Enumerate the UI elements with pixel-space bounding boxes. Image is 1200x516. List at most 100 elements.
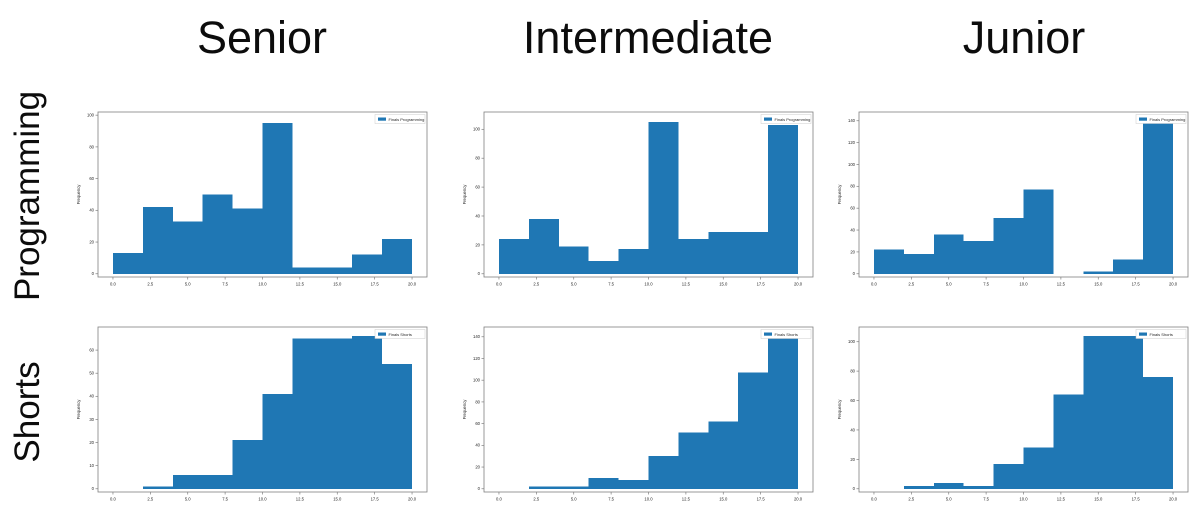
legend: Finals Shorts [1135,329,1187,339]
svg-text:15.0: 15.0 [719,497,728,502]
svg-text:17.5: 17.5 [1132,282,1141,287]
svg-text:0.0: 0.0 [871,497,877,502]
svg-text:7.5: 7.5 [222,497,228,502]
svg-text:20: 20 [475,242,480,247]
svg-text:17.5: 17.5 [1132,497,1141,502]
y-axis-label: Frequency [462,399,467,420]
svg-text:40: 40 [475,213,480,218]
legend-label: Finals Programming [1150,117,1186,122]
svg-text:5.0: 5.0 [185,282,191,287]
svg-text:0.0: 0.0 [496,282,502,287]
svg-text:7.5: 7.5 [983,497,989,502]
legend-label: Finals Programming [389,117,425,122]
y-axis-label: Frequency [76,184,81,205]
svg-text:7.5: 7.5 [983,282,989,287]
histogram-svg: 0 20 40 60 80 100 0.0 2.5 5.0 7.5 10.0 12.5 15.0 17.5… [76,111,428,287]
svg-text:2.5: 2.5 [147,282,153,287]
svg-text:20.0: 20.0 [794,497,803,502]
svg-text:0.0: 0.0 [110,497,116,502]
svg-text:100: 100 [473,378,481,383]
legend-label: Finals Shorts [1150,332,1173,337]
y-axis-label: Frequency [76,399,81,420]
svg-text:20: 20 [89,440,94,445]
svg-text:17.5: 17.5 [757,497,766,502]
row-title-programming: Programming [8,90,47,302]
svg-text:0: 0 [92,486,95,491]
svg-text:0.0: 0.0 [871,282,877,287]
svg-text:5.0: 5.0 [571,282,577,287]
svg-text:5.0: 5.0 [946,282,952,287]
svg-text:60: 60 [89,176,94,181]
svg-text:140: 140 [473,334,481,339]
svg-text:0.0: 0.0 [110,282,116,287]
column-title-intermediate: Intermediate [522,12,774,63]
svg-text:20.0: 20.0 [1169,497,1178,502]
svg-text:100: 100 [87,113,95,118]
svg-text:17.5: 17.5 [371,497,380,502]
svg-text:20: 20 [475,464,480,469]
svg-text:140: 140 [848,118,856,123]
svg-text:120: 120 [848,140,856,145]
svg-text:0: 0 [853,271,856,276]
svg-text:40: 40 [475,443,480,448]
svg-text:7.5: 7.5 [608,497,614,502]
svg-text:10.0: 10.0 [1019,497,1028,502]
legend: Finals Shorts [760,329,812,339]
svg-text:20.0: 20.0 [794,282,803,287]
svg-text:80: 80 [475,399,480,404]
legend: Finals Programming [374,114,426,124]
svg-text:0: 0 [478,486,481,491]
svg-text:40: 40 [89,394,94,399]
histogram-junior-shorts: 0 20 40 60 80 100 0.0 2.5 5.0 7.5 10.0 12.5 15.0 17.5… [831,323,1191,506]
svg-text:10: 10 [89,463,94,468]
y-axis-label: Frequency [837,399,842,420]
svg-text:15.0: 15.0 [333,282,342,287]
y-axis-label: Frequency [462,184,467,205]
svg-text:60: 60 [475,185,480,190]
svg-text:12.5: 12.5 [296,282,305,287]
svg-text:12.5: 12.5 [682,282,691,287]
svg-text:0: 0 [478,271,481,276]
histogram-intermediate-programming: 0 20 40 60 80 100 0.0 2.5 5.0 7.5 10.0 12.5 15.0 17.5… [456,108,816,291]
svg-text:40: 40 [850,227,855,232]
row-title-shorts: Shorts [8,361,47,463]
svg-text:10.0: 10.0 [644,282,653,287]
svg-text:0.0: 0.0 [496,497,502,502]
histogram-svg: 0 20 40 60 80 100 0.0 2.5 5.0 7.5 10.0 12.5 15.0 17.5… [462,111,814,287]
svg-text:7.5: 7.5 [608,282,614,287]
svg-text:5.0: 5.0 [571,497,577,502]
svg-text:20.0: 20.0 [408,497,417,502]
svg-text:80: 80 [475,156,480,161]
svg-text:30: 30 [89,417,94,422]
svg-text:100: 100 [473,127,481,132]
svg-text:5.0: 5.0 [946,497,952,502]
column-title-senior: Senior [196,12,328,63]
svg-text:2.5: 2.5 [908,497,914,502]
svg-text:80: 80 [89,144,94,149]
svg-text:20: 20 [850,457,855,462]
svg-text:12.5: 12.5 [682,497,691,502]
svg-text:20: 20 [850,249,855,254]
svg-text:10.0: 10.0 [258,497,267,502]
svg-text:17.5: 17.5 [371,282,380,287]
histogram-svg: 0 20 40 60 80 100 120 140 0.0 2.5 5.0 7.5 10.0 12.5 15… [462,326,814,502]
svg-text:15.0: 15.0 [1094,497,1103,502]
svg-text:15.0: 15.0 [333,497,342,502]
svg-text:50: 50 [89,371,94,376]
histogram-senior-programming: 0 20 40 60 80 100 0.0 2.5 5.0 7.5 10.0 12.5 15.0 17.5… [70,108,430,291]
svg-text:10.0: 10.0 [644,497,653,502]
column-title-junior: Junior [962,12,1086,63]
svg-text:80: 80 [850,369,855,374]
svg-text:20.0: 20.0 [408,282,417,287]
svg-text:12.5: 12.5 [1057,497,1066,502]
svg-text:7.5: 7.5 [222,282,228,287]
histogram-svg: 0 20 40 60 80 100 0.0 2.5 5.0 7.5 10.0 12.5 15.0 17.5… [837,326,1189,502]
legend: Finals Programming [760,114,812,124]
svg-text:17.5: 17.5 [757,282,766,287]
svg-text:15.0: 15.0 [719,282,728,287]
svg-text:60: 60 [475,421,480,426]
svg-text:0: 0 [92,271,95,276]
svg-text:2.5: 2.5 [533,282,539,287]
histogram-intermediate-shorts: 0 20 40 60 80 100 120 140 0.0 2.5 5.0 7.5 10.0 12.5 15… [456,323,816,506]
